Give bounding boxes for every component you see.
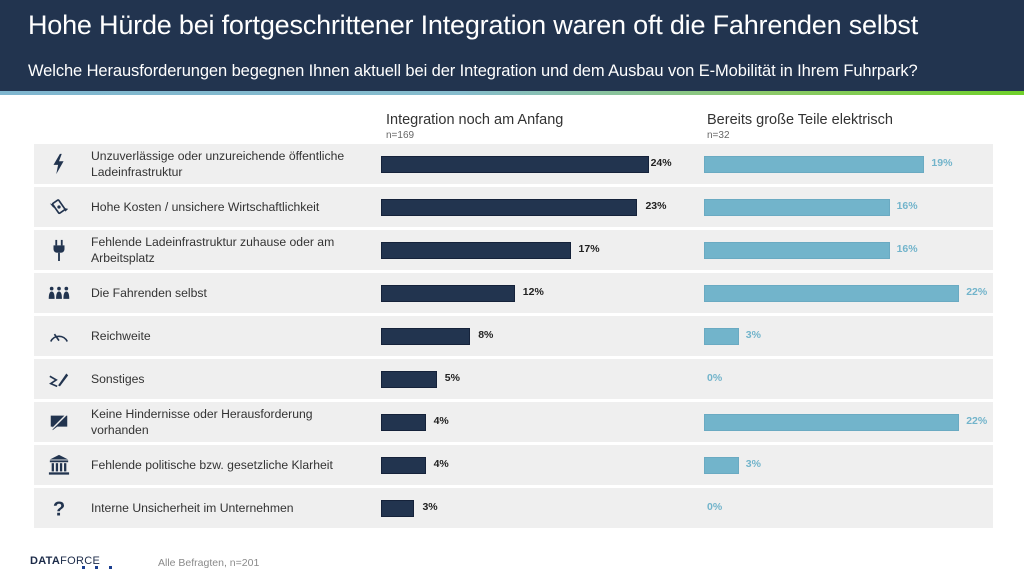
lightning-icon — [44, 152, 74, 176]
value-label-integration-am-anfang: 17% — [578, 243, 600, 255]
chart-row: Sonstiges 5% 0% — [34, 359, 993, 399]
plug-icon — [44, 238, 74, 262]
chart-row: Keine Hindernisse oder Herausforderung v… — [34, 402, 993, 442]
bar-grosse-teile-elektrisch — [704, 328, 739, 345]
right-column-sample-size: n=32 — [707, 130, 730, 141]
value-label-grosse-teile-elektrisch: 0% — [707, 372, 723, 384]
page-subtitle: Welche Herausforderungen begegnen Ihnen … — [28, 62, 918, 80]
value-label-integration-am-anfang: 24% — [650, 157, 672, 169]
flying-money-icon — [44, 195, 74, 219]
people-group-icon — [44, 281, 74, 305]
left-column-title: Integration noch am Anfang — [386, 112, 564, 128]
bar-integration-am-anfang — [381, 457, 426, 474]
dataforce-logo: DATAFORCE — [30, 555, 100, 567]
bar-integration-am-anfang — [381, 328, 471, 345]
chart-row: Reichweite 8% 3% — [34, 316, 993, 356]
logo-dots — [82, 566, 116, 570]
value-label-grosse-teile-elektrisch: 16% — [896, 243, 918, 255]
value-label-grosse-teile-elektrisch: 22% — [966, 415, 988, 427]
svg-text:?: ? — [53, 498, 65, 519]
left-column-sample-size: n=169 — [386, 130, 415, 141]
value-label-grosse-teile-elektrisch: 3% — [745, 458, 761, 470]
value-label-grosse-teile-elektrisch: 22% — [966, 286, 988, 298]
category-label: Unzuverlässige oder unzureichende öffent… — [91, 149, 345, 179]
speedometer-icon — [44, 324, 74, 348]
value-label-grosse-teile-elektrisch: 3% — [745, 329, 761, 341]
pen-scribble-icon — [44, 367, 74, 391]
category-label: Die Fahrenden selbst — [91, 286, 207, 300]
category-label: Fehlende politische bzw. gesetzliche Kla… — [91, 458, 333, 472]
bar-integration-am-anfang — [381, 371, 437, 388]
value-label-integration-am-anfang: 8% — [478, 329, 494, 341]
value-label-integration-am-anfang: 3% — [422, 501, 438, 513]
category-label: Keine Hindernisse oder Herausforderung v… — [91, 407, 313, 437]
category-label: Interne Unsicherheit im Unternehmen — [91, 501, 294, 515]
accent-stripe — [0, 91, 1024, 95]
category-label: Reichweite — [91, 329, 151, 343]
bar-grosse-teile-elektrisch — [704, 414, 960, 431]
chart-row: Die Fahrenden selbst 12% 22% — [34, 273, 993, 313]
bar-integration-am-anfang — [381, 199, 638, 216]
bar-grosse-teile-elektrisch — [704, 242, 890, 259]
value-label-integration-am-anfang: 4% — [433, 415, 449, 427]
chart-row: Unzuverlässige oder unzureichende öffent… — [34, 144, 993, 184]
category-label: Fehlende Ladeinfrastruktur zuhause oder … — [91, 235, 335, 265]
page-title: Hohe Hürde bei fortgeschrittener Integra… — [28, 10, 919, 40]
chart-row: Fehlende politische bzw. gesetzliche Kla… — [34, 445, 993, 485]
bar-grosse-teile-elektrisch — [704, 285, 960, 302]
category-label: Sonstiges — [91, 372, 145, 386]
header-banner: Hohe Hürde bei fortgeschrittener Integra… — [0, 0, 1024, 91]
value-label-integration-am-anfang: 4% — [433, 458, 449, 470]
value-label-grosse-teile-elektrisch: 0% — [707, 501, 723, 513]
bar-integration-am-anfang — [381, 242, 571, 259]
bar-integration-am-anfang — [381, 500, 415, 517]
bar-integration-am-anfang — [381, 156, 649, 173]
chart-row: Hohe Kosten / unsichere Wirtschaftlichke… — [34, 187, 993, 227]
government-building-icon — [44, 453, 74, 477]
value-label-integration-am-anfang: 12% — [522, 286, 544, 298]
logo-text-bold: DATA — [30, 555, 61, 567]
bar-integration-am-anfang — [381, 285, 515, 302]
category-label: Hohe Kosten / unsichere Wirtschaftlichke… — [91, 200, 320, 214]
value-label-integration-am-anfang: 5% — [444, 372, 460, 384]
value-label-grosse-teile-elektrisch: 19% — [931, 157, 953, 169]
chart-row: Fehlende Ladeinfrastruktur zuhause oder … — [34, 230, 993, 270]
footnote: Alle Befragten, n=201 — [158, 557, 260, 569]
bar-grosse-teile-elektrisch — [704, 156, 925, 173]
logo-text-light: FORCE — [60, 555, 101, 567]
question-mark-icon: ? — [44, 496, 74, 520]
no-sign-icon — [44, 410, 74, 434]
value-label-integration-am-anfang: 23% — [645, 200, 667, 212]
chart-row: ? Interne Unsicherheit im Unternehmen 3% 0% — [34, 488, 993, 528]
value-label-grosse-teile-elektrisch: 16% — [896, 200, 918, 212]
bar-grosse-teile-elektrisch — [704, 199, 890, 216]
bar-integration-am-anfang — [381, 414, 426, 431]
right-column-title: Bereits große Teile elektrisch — [707, 112, 893, 128]
bar-grosse-teile-elektrisch — [704, 457, 739, 474]
